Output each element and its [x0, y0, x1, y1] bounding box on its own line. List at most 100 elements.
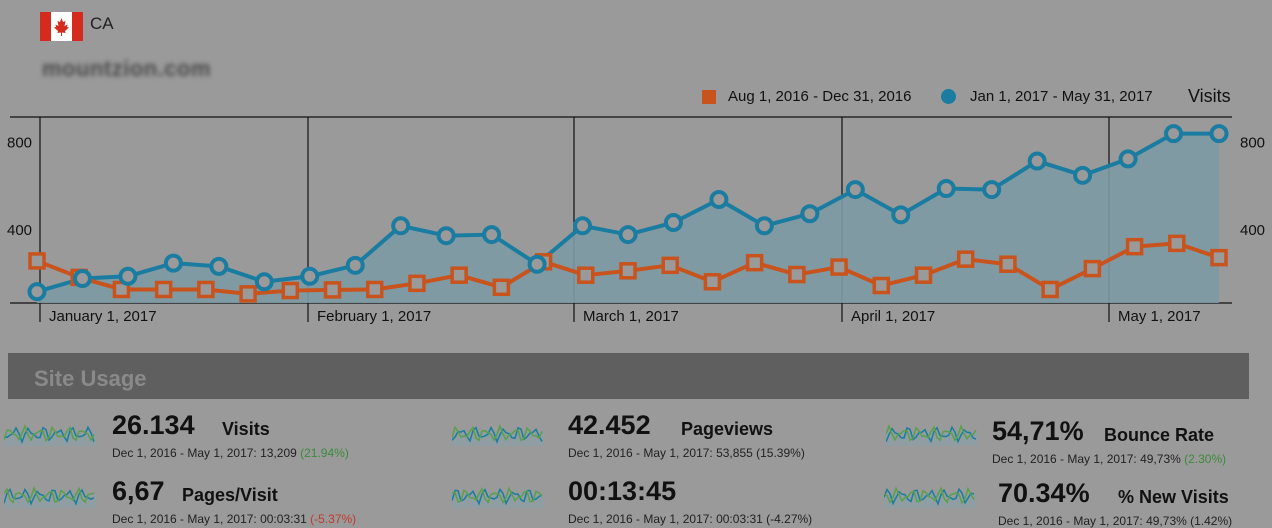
series-b-point — [709, 189, 729, 209]
series-a-point — [408, 274, 426, 293]
series-a-point — [323, 281, 342, 299]
series-b-point — [163, 253, 183, 273]
stat-label: Pages/Visit — [182, 485, 278, 505]
sparkline-icon — [4, 485, 96, 508]
y-tick-label-left: 800 — [7, 134, 32, 151]
legend-item-series-a[interactable]: Aug 1, 2016 - Dec 31, 2016 — [702, 88, 911, 105]
stat-comparison: Dec 1, 2016 - May 1, 2017: 00:03:31 (-5.… — [112, 512, 356, 526]
visits-line-chart: January 1, 2017 February 1, 2017 March 1, … — [7, 116, 1265, 325]
series-a-point — [577, 266, 595, 284]
stat-value: 42.452 — [568, 410, 651, 440]
stat-label: % New Visits — [1118, 487, 1229, 507]
series-b-point — [845, 180, 865, 200]
stat-compare-text: Dec 1, 2016 - May 1, 2017: 49,73% — [998, 514, 1191, 528]
site-usage-header: Site Usage — [8, 353, 1249, 399]
series-a-point — [281, 281, 300, 300]
series-b-point — [300, 266, 320, 286]
sparkline-icon — [452, 486, 544, 508]
series-a-point — [956, 250, 975, 268]
series-a-point — [1041, 280, 1059, 299]
series-a-point — [239, 285, 257, 303]
stat-label: Visits — [222, 419, 270, 439]
series-b-point — [118, 266, 138, 286]
sparkline-icon — [4, 423, 96, 446]
stat-comparison: Dec 1, 2016 - May 1, 2017: 49,73% (1.42%… — [998, 514, 1232, 528]
legend-label-series-a: Aug 1, 2016 - Dec 31, 2016 — [728, 88, 912, 105]
x-tick-label: March 1, 2017 — [583, 308, 679, 325]
stat-comparison: Dec 1, 2016 - May 1, 2017: 53,855 (15.39… — [568, 446, 805, 460]
country-code: CA — [90, 14, 114, 33]
stat-compare-text: Dec 1, 2016 - May 1, 2017: 00:03:31 — [112, 512, 311, 526]
series-a-point — [154, 280, 173, 299]
series-a-point — [999, 255, 1017, 273]
stat-value: 70.34% — [998, 478, 1090, 508]
canada-flag-icon — [40, 12, 83, 41]
series-b-point — [527, 254, 547, 274]
series-b-point — [573, 216, 593, 236]
series-b-point — [1164, 124, 1184, 144]
site-domain: mountzion.com — [42, 56, 212, 81]
sparkline-icon — [452, 423, 544, 446]
stat-comparison: Dec 1, 2016 - May 1, 2017: 49,73% (2.30%… — [992, 452, 1226, 466]
y-tick-label-left: 400 — [7, 222, 32, 239]
series-a-point — [914, 266, 933, 284]
series-b-point — [391, 216, 411, 236]
legend-item-series-b[interactable]: Jan 1, 2017 - May 31, 2017 — [941, 88, 1153, 105]
sparkline-icon — [886, 423, 978, 446]
series-a-point — [745, 253, 764, 272]
series-b-point — [1118, 149, 1138, 169]
series-b-point — [891, 205, 911, 225]
series-b-point — [72, 268, 92, 288]
stat-label: Bounce Rate — [1104, 425, 1215, 445]
series-b-point — [1209, 124, 1229, 144]
series-a-point — [1210, 248, 1228, 267]
series-a-point — [661, 256, 679, 275]
legend-dot-icon — [941, 89, 956, 104]
series-a-point — [872, 276, 891, 295]
series-a-point — [830, 258, 848, 276]
stat-change-percent: (15.39%) — [756, 446, 805, 460]
y-tick-label-right: 400 — [1240, 222, 1265, 239]
stat-change-percent: (2.30%) — [1184, 452, 1227, 466]
series-a-point — [197, 280, 215, 299]
series-b-point — [1027, 151, 1047, 171]
series-b-point — [1073, 165, 1093, 185]
stat-change-percent: (-4.27%) — [766, 512, 813, 526]
stat-change-percent: (-5.37%) — [310, 512, 357, 526]
series-a-point — [788, 265, 806, 284]
stat-compare-text: Dec 1, 2016 - May 1, 2017: 53,855 — [568, 446, 757, 460]
series-b-point — [982, 180, 1002, 200]
series-b-point — [754, 216, 774, 236]
legend-label-series-b: Jan 1, 2017 - May 31, 2017 — [970, 88, 1153, 105]
series-b-point — [936, 178, 956, 198]
stat-comparison: Dec 1, 2016 - May 1, 2017: 13,209 (21.94… — [112, 446, 349, 460]
series-b-point — [436, 226, 456, 246]
series-b-point — [345, 255, 365, 275]
stat-change-percent: (1.42%) — [1190, 514, 1233, 528]
x-tick-label: February 1, 2017 — [317, 308, 431, 325]
series-b-point — [482, 225, 502, 245]
series-a-point — [492, 278, 511, 297]
series-a-point — [28, 252, 46, 270]
stat-value: 6,67 — [112, 476, 165, 506]
stat-comparison: Dec 1, 2016 - May 1, 2017: 00:03:31 (-4.… — [568, 512, 812, 526]
x-tick-label: April 1, 2017 — [851, 308, 935, 325]
series-a-point — [619, 262, 637, 280]
series-a-point — [450, 266, 468, 284]
series-a-point — [1168, 234, 1186, 253]
series-b-point — [27, 282, 47, 302]
sparkline-icon — [884, 486, 976, 508]
stat-compare-text: Dec 1, 2016 - May 1, 2017: 49,73% — [992, 452, 1185, 466]
stat-compare-text: Dec 1, 2016 - May 1, 2017: 13,209 — [112, 446, 301, 460]
legend-metric-label: Visits — [1188, 86, 1231, 106]
series-b-point — [618, 225, 638, 245]
series-b-area — [37, 133, 1219, 303]
series-a-point — [1083, 259, 1102, 278]
stat-change-percent: (21.94%) — [300, 446, 349, 460]
series-b-point — [209, 256, 229, 276]
series-a-point — [365, 280, 384, 299]
y-tick-label-right: 800 — [1240, 134, 1265, 151]
x-tick-label: May 1, 2017 — [1118, 308, 1201, 325]
stat-value: 00:13:45 — [568, 476, 677, 506]
series-a-point — [1125, 237, 1144, 256]
